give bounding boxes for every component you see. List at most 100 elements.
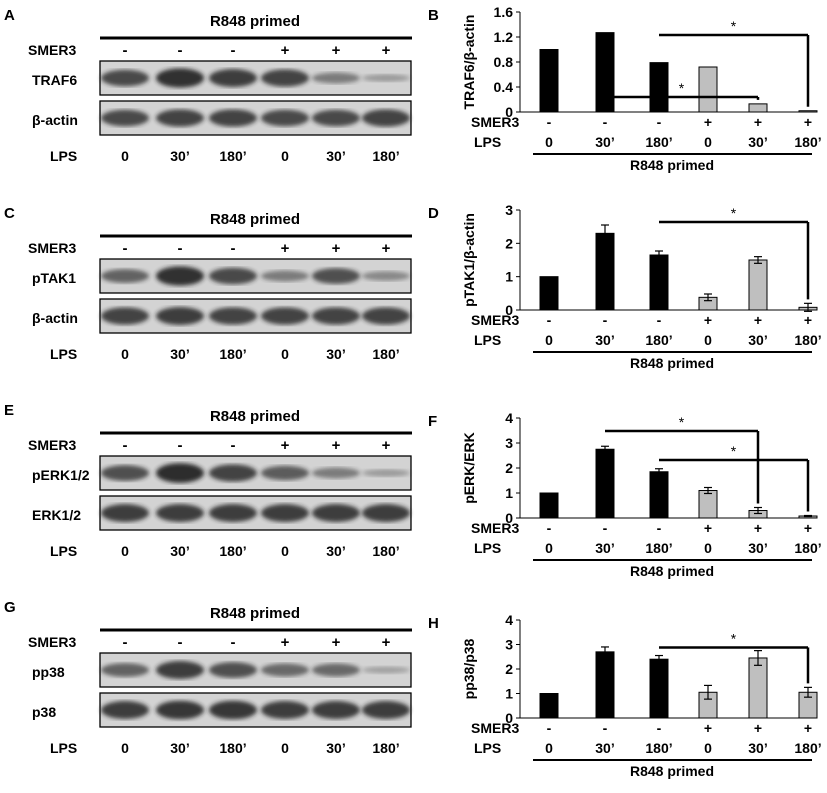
smer3-sign: +: [281, 634, 290, 651]
bar: [649, 471, 669, 519]
smer3-sign: +: [281, 437, 290, 454]
bar: [748, 657, 768, 719]
smer3-sign: +: [804, 312, 812, 328]
x-tick-label: 30’: [595, 134, 614, 150]
blot-band: [261, 465, 309, 481]
y-tick-label: 0: [505, 104, 513, 120]
blot-band: [312, 109, 360, 127]
significance-star: *: [679, 80, 685, 96]
y-tick-label: 2: [505, 460, 513, 476]
lps-value: 0: [281, 346, 289, 362]
primed-label: R848 primed: [210, 605, 300, 622]
blot-band: [312, 72, 360, 84]
blot-band: [209, 700, 257, 720]
blot-band: [156, 661, 204, 679]
bar: [539, 693, 559, 719]
panel-letter: B: [428, 7, 439, 24]
x-tick-label: 0: [545, 134, 553, 150]
primed-label: R848 primed: [210, 408, 300, 425]
smer3-sign: +: [804, 720, 812, 736]
blot-band: [362, 109, 410, 127]
lps-value: 0: [121, 543, 129, 559]
y-axis-label: TRAF6/β-actin: [461, 15, 477, 110]
blot-row-label: TRAF6: [32, 72, 77, 88]
lps-row-label: LPS: [474, 540, 501, 556]
lps-row-label: LPS: [50, 543, 77, 559]
smer3-row-label: SMER3: [471, 720, 519, 736]
lps-value: 0: [121, 346, 129, 362]
bar: [698, 66, 718, 113]
smer3-sign: +: [332, 634, 341, 651]
smer3-sign: -: [123, 240, 128, 257]
lps-row-label: LPS: [50, 346, 77, 362]
lps-value: 180’: [372, 148, 399, 164]
blot-row-label: pp38: [32, 664, 65, 680]
blot-band: [261, 109, 309, 127]
smer3-sign: +: [281, 42, 290, 59]
smer3-sign: +: [704, 312, 712, 328]
y-axis-label: pTAK1/β-actin: [461, 213, 477, 307]
blot-band: [156, 68, 204, 88]
smer3-sign: +: [754, 520, 762, 536]
smer3-sign: +: [704, 520, 712, 536]
bar: [595, 651, 615, 719]
lps-value: 0: [281, 543, 289, 559]
smer3-sign: +: [382, 634, 391, 651]
x-tick-label: 180’: [645, 740, 672, 756]
blot-band: [362, 666, 410, 674]
blot-band: [209, 267, 257, 285]
bar: [649, 254, 669, 311]
significance-star: *: [731, 18, 737, 34]
smer3-sign: +: [704, 114, 712, 130]
blot-band: [261, 701, 309, 719]
x-tick-label: 30’: [748, 332, 767, 348]
blot-panel-a: A R848 primed SMER3 - - - + + + TRAF6 β-actin LPS 0 3…: [4, 7, 412, 164]
smer3-row-label: SMER3: [28, 42, 76, 58]
lps-value: 180’: [372, 543, 399, 559]
blot-band: [362, 701, 410, 719]
smer3-sign: +: [332, 437, 341, 454]
y-tick-label: 2: [505, 661, 513, 677]
bar-chart-panels: B TRAF6/β-actin 0 0.4 0.8 1.2 1.6 * * SMER3 - - - + + +…: [428, 4, 822, 779]
lps-value: 180’: [219, 346, 246, 362]
bar: [595, 32, 615, 113]
blot-band: [156, 266, 204, 286]
bar: [649, 658, 669, 719]
primed-label: R848 primed: [210, 211, 300, 228]
blot-band: [209, 109, 257, 127]
smer3-sign: +: [704, 720, 712, 736]
panel-letter: D: [428, 205, 439, 222]
blot-band: [209, 662, 257, 678]
y-tick-label: 4: [505, 410, 513, 426]
blot-band: [362, 307, 410, 325]
blot-band: [156, 504, 204, 522]
x-tick-label: 30’: [595, 540, 614, 556]
smer3-sign: +: [382, 240, 391, 257]
smer3-sign: -: [657, 114, 662, 130]
blot-band: [101, 69, 149, 87]
y-tick-label: 0: [505, 302, 513, 318]
blot-row-label: β-actin: [32, 310, 78, 326]
x-tick-label: 30’: [595, 332, 614, 348]
blot-band: [156, 463, 204, 483]
smer3-sign: +: [382, 42, 391, 59]
blot-band: [101, 307, 149, 325]
blot-panel-e: E R848 primed SMER3 - - - + + + pERK1/2 ERK1/2 LPS 0…: [4, 402, 412, 559]
bar: [539, 49, 559, 113]
smer3-sign: +: [382, 437, 391, 454]
x-tick-label: 180’: [794, 134, 821, 150]
lps-value: 0: [121, 148, 129, 164]
smer3-sign: -: [603, 520, 608, 536]
panel-letter: H: [428, 615, 439, 632]
x-tick-label: 180’: [645, 332, 672, 348]
smer3-sign: -: [231, 240, 236, 257]
x-tick-label: 180’: [645, 134, 672, 150]
smer3-row-label: SMER3: [471, 520, 519, 536]
bar: [539, 492, 559, 519]
blot-band: [312, 663, 360, 677]
lps-row-label: LPS: [474, 740, 501, 756]
blot-band: [261, 663, 309, 677]
primed-label: R848 primed: [630, 763, 714, 779]
blot-band: [362, 271, 410, 281]
